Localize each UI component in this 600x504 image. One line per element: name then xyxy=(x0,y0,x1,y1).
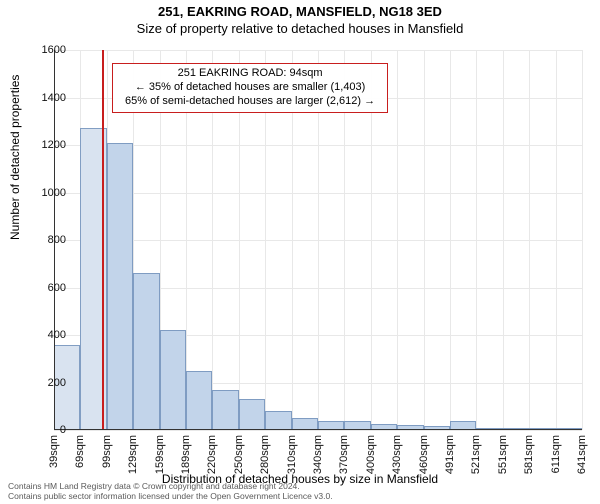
chart: 251 EAKRING ROAD: 94sqm← 35% of detached… xyxy=(54,50,582,430)
x-tick: 521sqm xyxy=(470,435,482,474)
y-tick: 200 xyxy=(26,377,66,389)
x-tick: 250sqm xyxy=(233,435,245,474)
y-tick: 1600 xyxy=(26,44,66,56)
gridline-v xyxy=(503,50,504,430)
x-tick: 430sqm xyxy=(391,435,403,474)
x-tick: 69sqm xyxy=(74,435,86,468)
y-tick: 800 xyxy=(26,234,66,246)
x-tick: 370sqm xyxy=(338,435,350,474)
bar xyxy=(212,390,238,430)
x-tick: 340sqm xyxy=(312,435,324,474)
bar xyxy=(265,411,291,430)
gridline-v xyxy=(529,50,530,430)
footer-attribution: Contains HM Land Registry data © Crown c… xyxy=(8,482,333,502)
gridline-v xyxy=(450,50,451,430)
x-tick: 460sqm xyxy=(418,435,430,474)
bar xyxy=(107,143,133,430)
gridline-v xyxy=(397,50,398,430)
x-tick: 491sqm xyxy=(444,435,456,474)
x-tick: 551sqm xyxy=(497,435,509,474)
annotation-line: 65% of semi-detached houses are larger (… xyxy=(119,95,381,109)
x-tick: 400sqm xyxy=(365,435,377,474)
y-tick: 1200 xyxy=(26,139,66,151)
x-tick: 310sqm xyxy=(286,435,298,474)
annotation-box: 251 EAKRING ROAD: 94sqm← 35% of detached… xyxy=(112,63,388,112)
gridline-v xyxy=(556,50,557,430)
bar xyxy=(160,330,186,430)
x-tick: 129sqm xyxy=(127,435,139,474)
x-tick: 611sqm xyxy=(550,435,562,473)
y-tick: 600 xyxy=(26,282,66,294)
gridline-v xyxy=(476,50,477,430)
x-tick: 159sqm xyxy=(154,435,166,474)
y-tick: 1000 xyxy=(26,187,66,199)
footer-line2: Contains public sector information licen… xyxy=(8,492,333,502)
y-tick: 1400 xyxy=(26,92,66,104)
x-tick: 641sqm xyxy=(576,435,588,474)
plot-area: 251 EAKRING ROAD: 94sqm← 35% of detached… xyxy=(54,50,582,430)
gridline-v xyxy=(424,50,425,430)
bar xyxy=(239,399,265,430)
x-tick: 99sqm xyxy=(101,435,113,468)
x-axis-line xyxy=(54,429,582,430)
gridline-h xyxy=(54,430,582,431)
x-tick: 189sqm xyxy=(180,435,192,474)
x-tick: 39sqm xyxy=(48,435,60,468)
reference-line xyxy=(102,50,104,430)
page-title-line1: 251, EAKRING ROAD, MANSFIELD, NG18 3ED xyxy=(0,4,600,19)
x-tick: 220sqm xyxy=(206,435,218,474)
bar xyxy=(133,273,159,430)
y-tick: 0 xyxy=(26,424,66,436)
x-tick: 581sqm xyxy=(523,435,535,474)
gridline-v xyxy=(582,50,583,430)
y-tick: 400 xyxy=(26,329,66,341)
bar xyxy=(186,371,212,430)
y-axis-label: Number of detached properties xyxy=(8,75,22,240)
page-title-line2: Size of property relative to detached ho… xyxy=(0,21,600,36)
annotation-line: 251 EAKRING ROAD: 94sqm xyxy=(119,67,381,81)
annotation-line: ← 35% of detached houses are smaller (1,… xyxy=(119,81,381,95)
x-tick: 280sqm xyxy=(259,435,271,474)
